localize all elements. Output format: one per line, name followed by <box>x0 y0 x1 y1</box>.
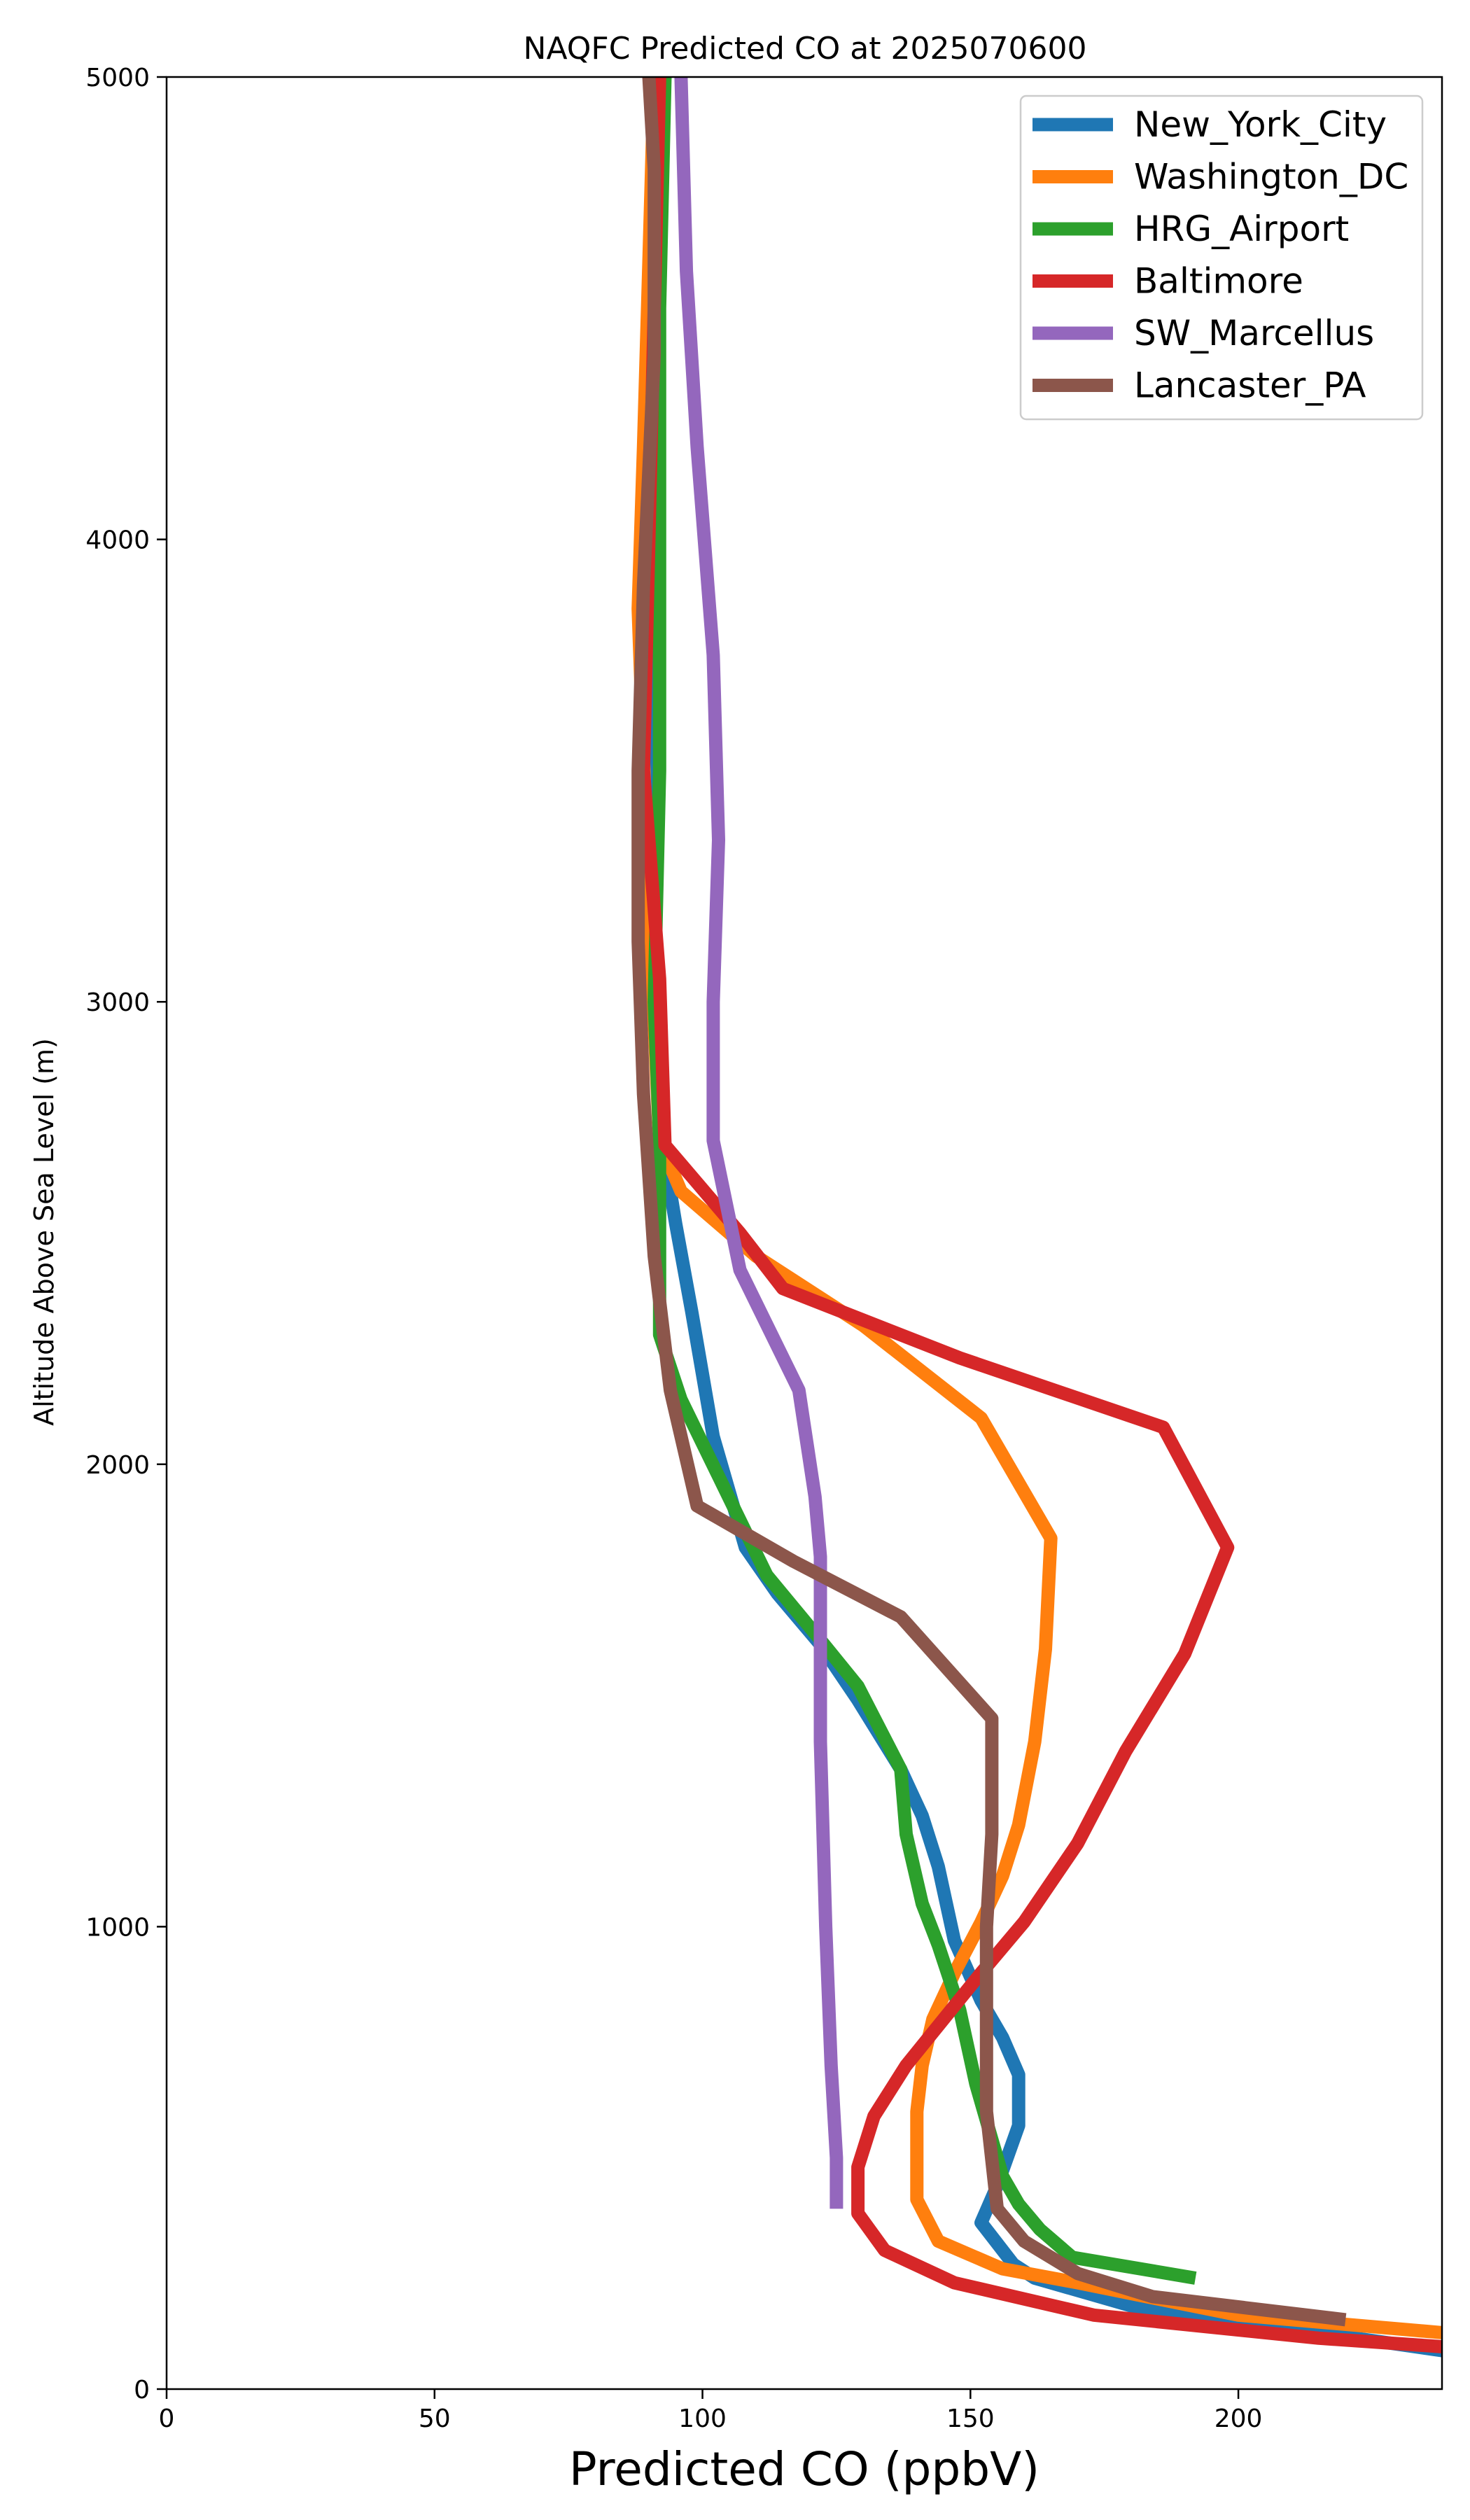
chart-title: NAQFC Predicted CO at 2025070600 <box>524 31 1087 66</box>
legend-label: SW_Marcellus <box>1134 313 1374 354</box>
y-tick-label: 0 <box>134 2376 150 2404</box>
y-tick-label: 1000 <box>85 1913 150 1942</box>
x-tick-label: 100 <box>678 2404 727 2433</box>
y-tick-label: 4000 <box>85 526 150 555</box>
x-tick-label: 150 <box>946 2404 995 2433</box>
y-tick-label: 5000 <box>85 64 150 92</box>
axes-frame <box>165 76 1443 2390</box>
legend-entries: New_York_City Washington_DC HRG_Airport Bal… <box>1032 104 1408 406</box>
y-tick-label: 3000 <box>85 988 150 1017</box>
series-line-sw-marcellus <box>674 77 844 2209</box>
series-line-baltimore <box>636 77 1442 2353</box>
y-axis-label: Altitude Above Sea Level (m) <box>29 1038 59 1426</box>
y-tick-label: 2000 <box>85 1451 150 1480</box>
x-axis-label: Predicted CO (ppbV) <box>569 2442 1040 2496</box>
x-tick-label: 50 <box>419 2404 451 2433</box>
legend-frame <box>1019 94 1424 421</box>
legend-label: Washington_DC <box>1134 157 1408 197</box>
series-line-lancaster-pa <box>631 77 1347 2327</box>
series-group <box>631 77 1442 2358</box>
x-tick-label: 200 <box>1214 2404 1263 2433</box>
legend-label: HRG_Airport <box>1134 209 1349 249</box>
x-tick-label: 0 <box>159 2404 175 2433</box>
y-axis-ticks: 0 1000 2000 3000 4000 5000 <box>85 64 167 2404</box>
legend-label: Lancaster_PA <box>1134 365 1366 406</box>
x-axis-ticks: 0 50 100 150 200 <box>159 2389 1263 2433</box>
legend-label: New_York_City <box>1134 104 1387 145</box>
legend-label: Baltimore <box>1134 261 1303 302</box>
legend: New_York_City Washington_DC HRG_Airport Bal… <box>1019 94 1424 421</box>
